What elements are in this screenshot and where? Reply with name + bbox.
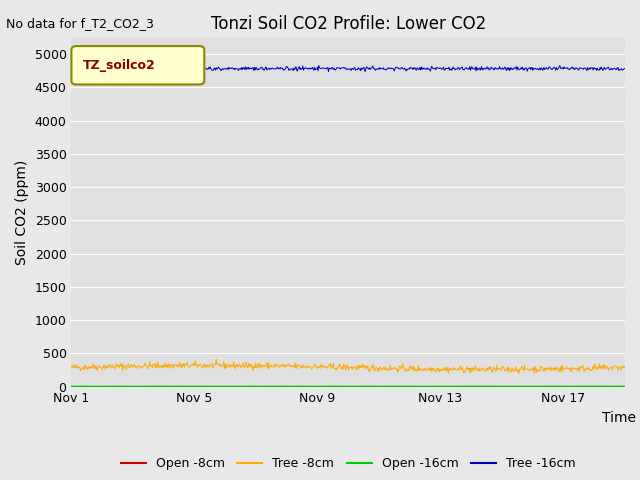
FancyBboxPatch shape [72, 46, 204, 84]
X-axis label: Time: Time [602, 411, 636, 425]
Legend: Open -8cm, Tree -8cm, Open -16cm, Tree -16cm: Open -8cm, Tree -8cm, Open -16cm, Tree -… [116, 452, 580, 475]
Y-axis label: Soil CO2 (ppm): Soil CO2 (ppm) [15, 159, 29, 264]
Title: Tonzi Soil CO2 Profile: Lower CO2: Tonzi Soil CO2 Profile: Lower CO2 [211, 15, 486, 33]
Text: No data for f_T2_CO2_3: No data for f_T2_CO2_3 [6, 17, 154, 30]
Text: TZ_soilco2: TZ_soilco2 [83, 59, 156, 72]
